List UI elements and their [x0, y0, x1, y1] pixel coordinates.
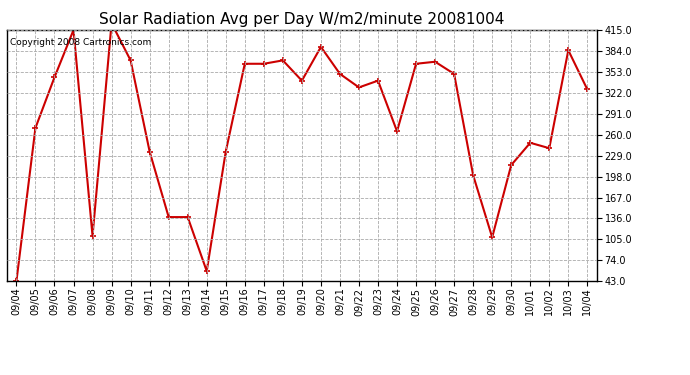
Text: Copyright 2008 Cartronics.com: Copyright 2008 Cartronics.com [10, 38, 151, 46]
Title: Solar Radiation Avg per Day W/m2/minute 20081004: Solar Radiation Avg per Day W/m2/minute … [99, 12, 504, 27]
